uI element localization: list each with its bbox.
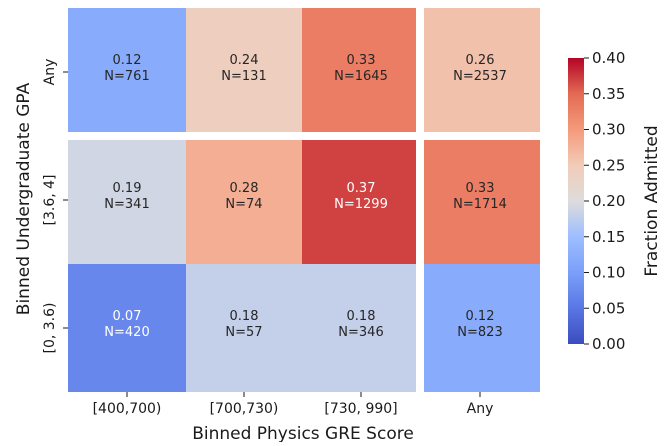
colorbar-gradient — [568, 58, 584, 344]
colorbar-tick-label: 0.35 — [592, 85, 625, 103]
colorbar-tick-label: 0.00 — [592, 335, 625, 353]
colorbar-tick-label: 0.05 — [592, 299, 625, 317]
heatmap-cell — [302, 8, 420, 136]
heatmap-cell — [186, 264, 302, 392]
heatmap-cell — [302, 136, 420, 264]
colorbar-label: Fraction Admitted — [642, 125, 662, 276]
cell-count-label: N=341 — [104, 197, 149, 212]
colorbar-tick-label: 0.20 — [592, 192, 625, 210]
cell-value-label: 0.12 — [113, 53, 142, 68]
colorbar-tick-label: 0.40 — [592, 49, 625, 67]
heatmap-cell — [68, 8, 186, 136]
cell-count-label: N=131 — [221, 69, 266, 84]
x-axis-label: Binned Physics GRE Score — [192, 424, 414, 442]
colorbar-tick-label: 0.30 — [592, 121, 625, 139]
cell-value-label: 0.37 — [347, 181, 376, 196]
cell-count-label: N=1299 — [334, 197, 388, 212]
x-tick-label: [730, 990] — [324, 401, 397, 417]
cell-value-label: 0.07 — [113, 309, 142, 324]
heatmap-cell — [420, 264, 540, 392]
cell-value-label: 0.28 — [230, 181, 259, 196]
y-axis-label: Binned Undergraduate GPA — [14, 82, 34, 315]
x-tick-label: [400,700) — [93, 401, 162, 417]
cell-count-label: N=346 — [338, 325, 383, 340]
cell-value-label: 0.19 — [113, 181, 142, 196]
heatmap-cell — [68, 264, 186, 392]
cell-count-label: N=823 — [457, 325, 502, 340]
cell-count-label: N=74 — [225, 197, 262, 212]
cell-value-label: 0.18 — [230, 309, 259, 324]
heatmap-cell — [302, 264, 420, 392]
cell-count-label: N=420 — [104, 325, 149, 340]
colorbar-ticks: 0.00 0.05 0.10 0.15 0.20 0.25 0.30 0.35 0.40 — [584, 49, 625, 353]
heatmap-cell — [186, 136, 302, 264]
y-tick-label: Any — [42, 59, 58, 86]
y-tick-label: [3.6, 4] — [42, 175, 58, 226]
cell-count-label: N=761 — [104, 69, 149, 84]
y-tick-label: [0, 3.6) — [42, 303, 58, 354]
heatmap-cell — [420, 136, 540, 264]
cell-value-label: 0.33 — [347, 53, 376, 68]
cell-value-label: 0.24 — [230, 53, 259, 68]
heatmap-cell — [420, 8, 540, 136]
x-tick-label: Any — [467, 401, 494, 417]
heatmap-cells — [68, 8, 540, 392]
colorbar-tick-label: 0.15 — [592, 228, 625, 246]
cell-value-label: 0.26 — [466, 53, 495, 68]
cell-count-label: N=1645 — [334, 69, 388, 84]
colorbar-tick-label: 0.25 — [592, 156, 625, 174]
heatmap-cell — [68, 136, 186, 264]
x-tick-label: [700,730) — [210, 401, 279, 417]
cell-value-label: 0.33 — [466, 181, 495, 196]
axes: [400,700) [700,730) [730, 990] Any Any [3.6, … — [42, 59, 493, 417]
cell-count-label: N=1714 — [453, 197, 507, 212]
cell-annotations: 0.12N=7610.24N=1310.33N=16450.26N=25370.… — [104, 53, 507, 340]
separator-lines — [68, 8, 540, 392]
cell-value-label: 0.18 — [347, 309, 376, 324]
colorbar: 0.00 0.05 0.10 0.15 0.20 0.25 0.30 0.35 0.40 Fra… — [568, 49, 662, 353]
cell-count-label: N=2537 — [453, 69, 507, 84]
colorbar-tick-label: 0.10 — [592, 264, 625, 282]
heatmap-cell — [186, 8, 302, 136]
cell-count-label: N=57 — [225, 325, 262, 340]
cell-value-label: 0.12 — [466, 309, 495, 324]
